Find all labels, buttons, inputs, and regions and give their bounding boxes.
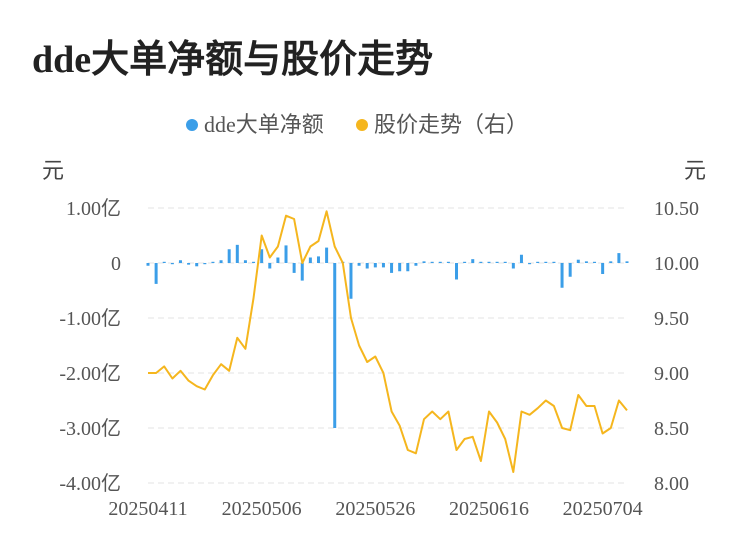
bar — [414, 263, 418, 266]
bar — [203, 263, 207, 265]
bar — [252, 261, 256, 263]
bar-series — [146, 244, 629, 428]
bar — [471, 259, 475, 263]
bar — [544, 261, 548, 263]
bar — [381, 263, 385, 268]
x-tick-label: 20250411 — [108, 498, 187, 520]
right-tick-label: 9.00 — [654, 363, 689, 385]
x-tick-label: 20250704 — [563, 498, 643, 520]
bar — [390, 263, 394, 273]
bar — [260, 249, 264, 263]
left-axis-unit: 元 — [42, 158, 64, 183]
bar — [170, 263, 174, 265]
bar — [519, 254, 523, 263]
bar — [601, 263, 605, 274]
left-tick-label: -4.00亿 — [59, 472, 121, 495]
right-axis-unit: 元 — [684, 158, 706, 183]
bar — [162, 261, 166, 263]
bar — [568, 263, 572, 277]
bar — [349, 263, 353, 299]
bar — [576, 259, 580, 263]
x-tick-label: 20250616 — [449, 498, 529, 520]
left-tick-label: 1.00亿 — [66, 197, 121, 220]
bar — [430, 261, 434, 263]
bar — [292, 263, 296, 273]
bar — [178, 260, 182, 263]
right-tick-label: 10.00 — [654, 253, 699, 275]
right-tick-label: 10.50 — [654, 198, 699, 220]
bar — [438, 261, 442, 263]
bar — [593, 261, 597, 263]
right-tick-label: 8.50 — [654, 418, 689, 440]
right-tick-label: 8.00 — [654, 473, 689, 495]
bar — [479, 261, 483, 263]
bar — [609, 261, 613, 263]
bar — [284, 245, 288, 263]
bar — [219, 260, 223, 263]
bar — [235, 244, 239, 263]
x-tick-label: 20250506 — [222, 498, 302, 520]
bar — [463, 261, 467, 263]
bar — [398, 263, 402, 272]
bar — [422, 261, 426, 263]
bar — [195, 263, 199, 267]
line-series — [148, 210, 628, 473]
left-tick-label: -3.00亿 — [59, 417, 121, 440]
legend-marker-1 — [186, 119, 198, 131]
legend: dde大单净额 股价走势（右） — [186, 112, 528, 137]
bar — [528, 263, 532, 265]
bar — [373, 263, 377, 268]
bar — [536, 261, 540, 263]
bar — [406, 263, 410, 272]
bar — [187, 263, 191, 265]
bar — [316, 256, 320, 263]
right-tick-label: 9.50 — [654, 308, 689, 330]
gridlines — [148, 207, 627, 484]
bar — [308, 257, 312, 263]
x-tick-label: 20250526 — [335, 498, 415, 520]
bar — [357, 263, 361, 266]
bar — [503, 261, 507, 263]
bar — [276, 257, 280, 263]
bar — [487, 261, 491, 263]
x-axis-ticks: 20250411 20250506 20250526 20250616 20250704 — [108, 498, 642, 520]
left-tick-label: -2.00亿 — [59, 362, 121, 385]
bar — [300, 263, 304, 281]
bar — [560, 263, 564, 288]
legend-marker-2 — [356, 119, 368, 131]
bar — [325, 247, 329, 263]
chart-title: dde大单净额与股价走势 — [32, 39, 434, 81]
bar — [154, 263, 158, 284]
legend-label-2: 股价走势（右） — [374, 112, 528, 137]
left-tick-label: 0 — [111, 253, 121, 275]
price-line — [148, 210, 628, 473]
bar — [455, 263, 459, 280]
left-tick-label: -1.00亿 — [59, 307, 121, 330]
bar — [625, 261, 629, 263]
bar — [511, 263, 515, 269]
bar — [211, 261, 215, 263]
bar — [243, 260, 247, 263]
bar — [333, 263, 337, 428]
bar — [146, 263, 150, 266]
legend-label-1: dde大单净额 — [204, 112, 324, 137]
bar — [617, 253, 621, 263]
bar — [584, 261, 588, 263]
bar — [268, 263, 272, 269]
left-axis-ticks: 1.00亿 0 -1.00亿 -2.00亿 -3.00亿 -4.00亿 — [59, 197, 121, 495]
bar — [495, 261, 499, 263]
bar — [365, 263, 369, 269]
bar — [552, 261, 556, 263]
right-axis-ticks: 10.50 10.00 9.50 9.00 8.50 8.00 — [654, 198, 699, 495]
bar — [446, 261, 450, 263]
bar — [227, 249, 231, 263]
